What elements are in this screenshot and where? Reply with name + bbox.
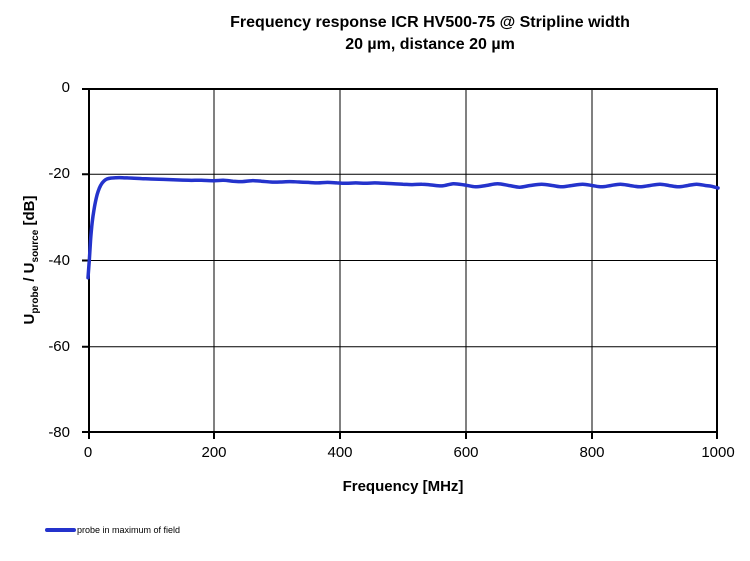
x-tick-label-600: 600: [453, 444, 479, 461]
plot-area: [82, 88, 720, 439]
gridlines: [90, 90, 716, 431]
legend-line-sample: [45, 528, 76, 532]
chart-title-line2: 20 µm, distance 20 µm: [345, 36, 515, 53]
x-tick-label-800: 800: [579, 444, 605, 461]
y-axis-label-sub1: probe: [30, 285, 41, 314]
y-axis-label-end: [dB]: [21, 195, 38, 230]
x-tick-label-200: 200: [201, 444, 227, 461]
y-tick-label-0: 0: [61, 79, 70, 96]
chart-title: Frequency response ICR HV500-75 @ Stripl…: [110, 12, 750, 56]
x-tick-label-1000: 1000: [701, 444, 735, 461]
y-tick-label--40: -40: [48, 251, 70, 269]
y-tick-label--20: -20: [48, 165, 70, 183]
plot-svg: [82, 88, 720, 439]
x-tick-label-0: 0: [83, 444, 93, 461]
y-axis-label-u1: U: [21, 313, 38, 325]
y-tick-label--60: -60: [48, 337, 70, 355]
x-tick-label-400: 400: [327, 444, 353, 461]
chart-title-line1: Frequency response ICR HV500-75 @ Stripl…: [230, 14, 630, 31]
curve-probe-in-maximum-of-field: [86, 175, 720, 280]
x-axis-label: Frequency [MHz]: [342, 478, 464, 495]
legend-label: probe in maximum of field: [77, 525, 181, 535]
y-tick-label--80: -80: [48, 424, 70, 441]
axis-ticks: [82, 88, 718, 439]
legend: probe in maximum of field: [45, 522, 180, 538]
